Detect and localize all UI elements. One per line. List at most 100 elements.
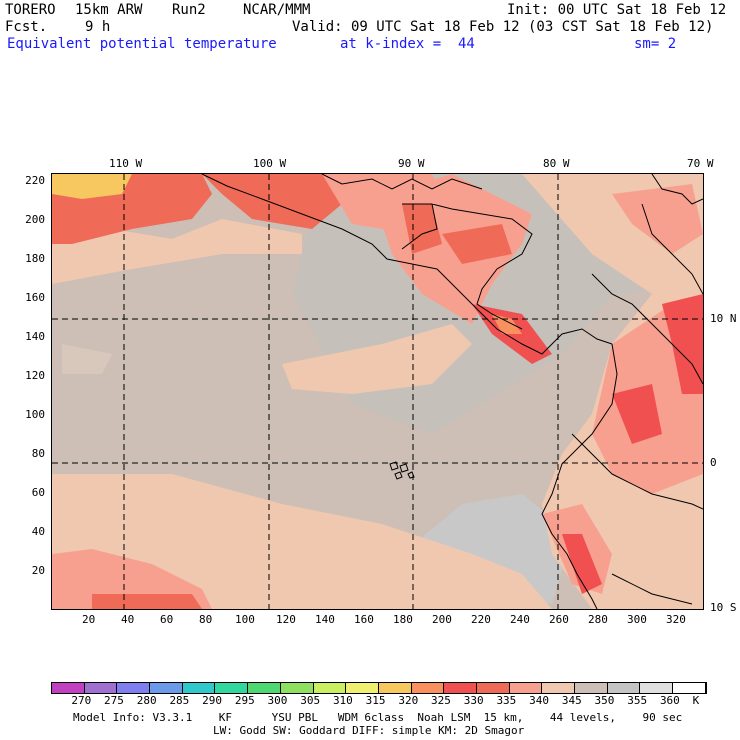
- y-tick: 160: [25, 291, 45, 304]
- coastline-pacific-central-america: [201, 174, 613, 355]
- y-tick: 200: [25, 213, 45, 226]
- hot-land-honduras: [442, 224, 512, 264]
- warm-patch-west: [62, 344, 112, 374]
- y-tick: 180: [25, 252, 45, 265]
- colorbar-label: 330: [463, 694, 484, 707]
- colorbar-swatch: [117, 683, 151, 693]
- colorbar-swatch: [673, 683, 706, 693]
- colorbar-swatch: [542, 683, 575, 693]
- colorbar-label: 325: [431, 694, 451, 707]
- init-time: Init: 00 UTC Sat 18 Feb 12: [507, 2, 727, 18]
- colorbar-swatch: [411, 683, 445, 693]
- field-name: Equivalent potential temperature: [7, 36, 277, 52]
- colorbar-label: 335: [496, 694, 517, 707]
- colorbar-label: 345: [561, 694, 582, 707]
- x-tick: 100: [235, 613, 255, 626]
- warm-band-north: [52, 219, 302, 284]
- y-tick: 20: [31, 564, 45, 577]
- coastline-gulf: [321, 174, 483, 190]
- colorbar-swatch: [215, 683, 249, 693]
- hot-core-ecuador: [612, 384, 662, 444]
- y-tick: 80: [31, 447, 45, 460]
- x-tick: 20: [82, 613, 96, 626]
- colorbar-label: 285: [169, 694, 190, 707]
- graticule: [52, 174, 703, 609]
- coastline-caribbean: [651, 174, 703, 205]
- colorbar-label: 275: [104, 694, 124, 707]
- lat-label-10s: 10 S: [710, 601, 737, 614]
- colorbar-label: 360: [659, 694, 680, 707]
- colorbar-swatch: [607, 683, 641, 693]
- x-tick: 220: [471, 613, 491, 626]
- x-tick: 80: [199, 613, 213, 626]
- warm-land-venezuela: [612, 184, 703, 254]
- coastline-pacific-south-america: [541, 343, 618, 609]
- colorbar-label: 270: [71, 694, 92, 707]
- y-tick: 120: [25, 369, 45, 382]
- lon-label-70w: 70 W: [687, 157, 714, 170]
- lon-label-100w: 100 W: [253, 157, 287, 170]
- colorbar-swatch: [52, 683, 85, 693]
- warm-band-south: [52, 474, 552, 609]
- colorbar-swatch: [509, 683, 543, 693]
- y-tick: 40: [31, 525, 45, 538]
- valid-time: Valid: 09 UTC Sat 18 Feb 12 (03 CST Sat …: [292, 19, 714, 35]
- colorbar-label: 355: [627, 694, 648, 707]
- lat-label-10n: 10 N: [710, 312, 737, 325]
- org-label: NCAR/MMM: [243, 2, 311, 18]
- x-tick: 60: [160, 613, 174, 626]
- colorbar-label: 320: [398, 694, 419, 707]
- hot-band-south-core: [92, 594, 202, 609]
- colorbar-swatch: [346, 683, 379, 693]
- x-tick: 260: [549, 613, 569, 626]
- colorbar-label: 295: [234, 694, 255, 707]
- x-tick: 320: [666, 613, 686, 626]
- colorbar-label: 315: [365, 694, 386, 707]
- colorbar-label: 310: [332, 694, 353, 707]
- y-tick: 100: [25, 408, 45, 421]
- borders-south-america: [571, 203, 703, 605]
- warm-patch-center: [282, 324, 472, 394]
- colorbar-swatch: [640, 683, 674, 693]
- colorbar-label: 280: [136, 694, 157, 707]
- colorbar-label: K: [692, 694, 700, 707]
- colorbar-label: 350: [594, 694, 615, 707]
- smoothing-label: sm= 2: [634, 36, 677, 52]
- colorbar-swatch: [313, 683, 347, 693]
- model-name: TORERO: [5, 2, 56, 18]
- x-tick: 120: [276, 613, 296, 626]
- colorbar-swatch: [476, 683, 510, 693]
- very-hot-land-costa-rica: [492, 314, 522, 334]
- y-tick: 220: [25, 174, 45, 187]
- hot-core-peru: [562, 534, 602, 594]
- y-tick: 140: [25, 330, 45, 343]
- colorbar-swatch: [182, 683, 216, 693]
- x-tick: 140: [315, 613, 335, 626]
- lon-label-110w: 110 W: [109, 157, 143, 170]
- colorbar-swatch: [280, 683, 314, 693]
- colorbar-swatch: [150, 683, 183, 693]
- colorbar-label: 300: [267, 694, 288, 707]
- hot-patch-mexico: [202, 174, 342, 229]
- x-tick: 280: [588, 613, 608, 626]
- x-tick: 200: [432, 613, 452, 626]
- model-resolution: 15km ARW: [75, 2, 143, 18]
- colorbar-label: 290: [202, 694, 223, 707]
- x-tick: 40: [121, 613, 135, 626]
- borders-central-america: [401, 203, 533, 330]
- colorbar-label: 340: [529, 694, 550, 707]
- colorbar: [51, 682, 707, 694]
- lon-label-90w: 90 W: [398, 157, 425, 170]
- map-plot: [51, 173, 704, 610]
- physics-info-line: LW: Godd SW: Goddard DIFF: simple KM: 2D…: [213, 724, 525, 737]
- x-tick: 180: [393, 613, 413, 626]
- lat-label-0: 0: [710, 456, 717, 469]
- very-warm-corner: [52, 174, 132, 199]
- lon-label-80w: 80 W: [543, 157, 570, 170]
- forecast-label: Fcst.: [5, 19, 48, 35]
- x-tick: 160: [354, 613, 374, 626]
- run-label: Run2: [172, 2, 206, 18]
- colorbar-swatch: [575, 683, 608, 693]
- x-tick: 240: [510, 613, 530, 626]
- colorbar-label: 305: [300, 694, 321, 707]
